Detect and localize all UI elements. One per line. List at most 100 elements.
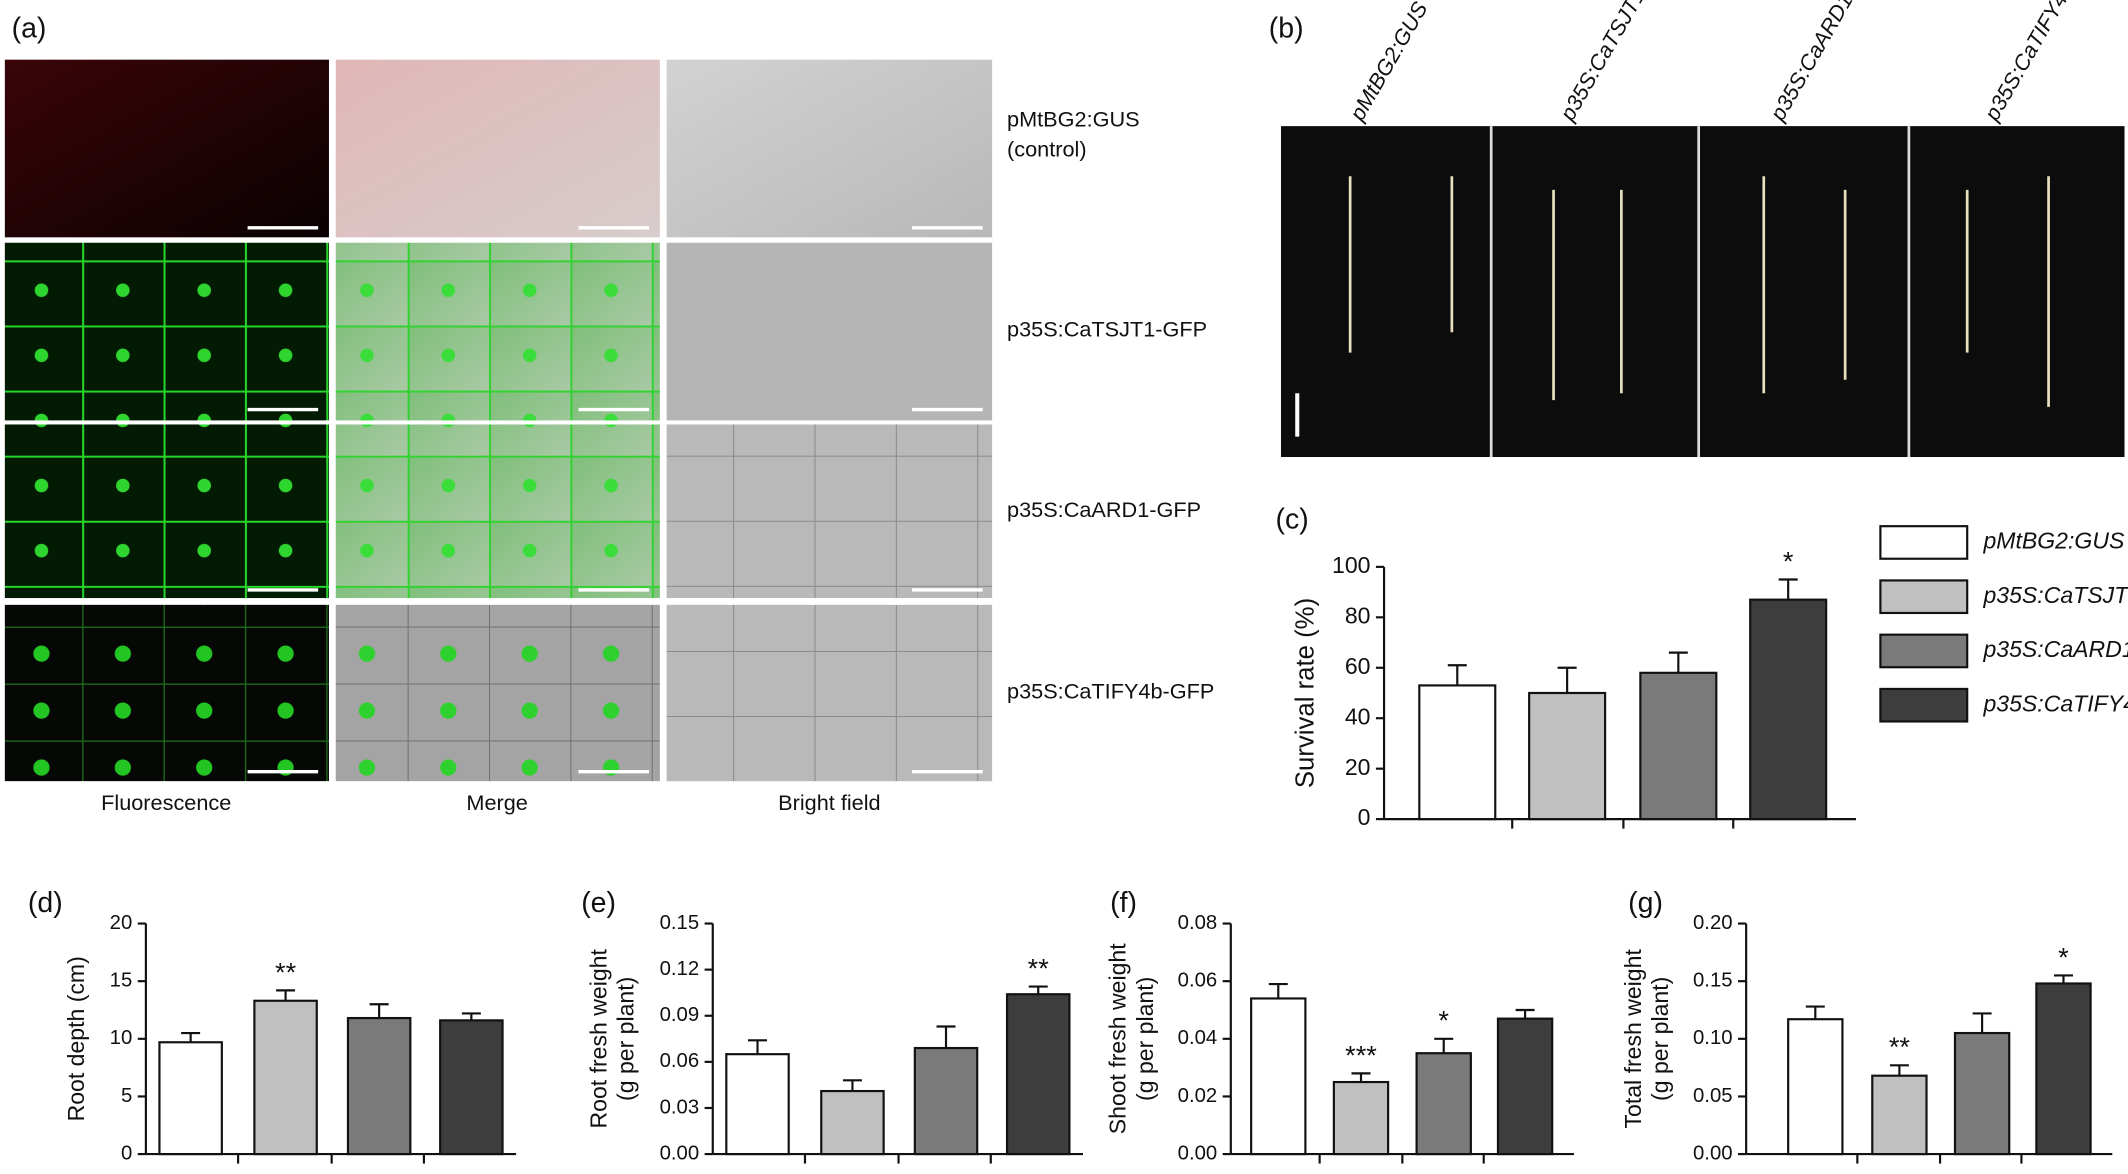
y-tick-label: 0.15 [660,912,700,934]
bar [1496,1017,1554,1156]
bar [1005,993,1071,1156]
y-axis-label: Total fresh weight [1620,949,1646,1129]
y-tick-label: 0.00 [1693,1142,1733,1164]
y-tick-label: 60 [1345,653,1371,679]
panel-label: (a) [12,12,47,44]
seedlings [1348,176,2050,407]
y-tick-label: 0 [121,1142,132,1164]
bar [1528,691,1607,821]
micrograph [666,59,993,238]
significance: ** [275,956,297,987]
y-tick-label: 0.20 [1693,912,1733,934]
row-label: p35S:CaTIFY4b-GFP [1007,679,1214,704]
column-label: Bright field [778,790,880,815]
y-tick-label: 0.02 [1178,1085,1218,1107]
column-label: Fluorescence [101,790,231,815]
panel-label: (b) [1269,12,1304,44]
panel-label: (e) [581,887,616,919]
column-label: Merge [466,790,527,815]
y-tick-label: 0.00 [660,1142,700,1164]
micrograph [666,424,993,599]
y-axis-label: (g per plant) [1647,977,1673,1101]
scale-bars [247,226,983,774]
y-tick-label: 0.03 [660,1096,700,1118]
panel-label: (c) [1276,503,1309,535]
bar [158,1041,223,1156]
y-tick-label: 15 [110,970,133,992]
y-tick-label: 0.08 [1178,912,1218,934]
bar [1639,671,1718,821]
line-label: pMtBG2:GUS [1344,0,1433,126]
y-tick-label: 0 [1358,804,1371,830]
bar [1418,684,1497,821]
legend-swatch [1879,687,1969,723]
micrograph [4,604,329,782]
micrograph [4,59,329,238]
line-label: p35S:CaTIFY4b [1979,0,2079,126]
y-axis-label: Shoot fresh weight [1105,943,1131,1134]
y-axis-label: (g per plant) [612,977,638,1101]
y-tick-label: 80 [1345,602,1371,628]
legend-label: pMtBG2:GUS [1982,528,2125,554]
micrograph [666,604,993,782]
bar [2035,982,2092,1156]
significance: *** [1345,1039,1377,1070]
y-tick-label: 0.00 [1178,1142,1218,1164]
micrograph [335,59,660,238]
y-tick-label: 0.06 [660,1050,700,1072]
y-tick-label: 0.12 [660,958,700,980]
y-axis-label: (g per plant) [1132,977,1158,1101]
micrograph [335,424,660,599]
bar [913,1046,979,1156]
panel-label: (f) [1110,887,1137,919]
row-label: p35S:CaARD1-GFP [1007,497,1201,522]
legend-swatch [1879,633,1969,669]
panel-label: (g) [1628,887,1663,919]
significance: ** [1889,1031,1911,1062]
bar [346,1016,412,1156]
y-tick-label: 0.04 [1178,1027,1218,1049]
significance: * [1438,1005,1449,1036]
y-tick-label: 0.06 [1178,970,1218,992]
legend-label: p35S:CaTIFY4b [1982,690,2128,716]
y-tick-label: 20 [110,912,133,934]
legend-swatch [1879,525,1969,560]
bar [1787,1018,1844,1156]
panel-b-photo [1280,126,2125,458]
y-tick-label: 0.05 [1693,1085,1733,1107]
y-tick-label: 0.09 [660,1004,700,1026]
y-tick-label: 40 [1345,703,1371,729]
bar [1871,1074,1928,1156]
bar [439,1019,504,1156]
row-label: (control) [1007,136,1087,161]
legend-swatch [1879,579,1969,615]
significance: ** [1028,952,1050,983]
bar [820,1089,885,1156]
bar [1250,997,1307,1156]
bar [1749,598,1828,821]
significance: * [1783,545,1794,576]
micrograph [335,242,660,421]
bar [1953,1031,2011,1156]
bar [253,999,318,1156]
micrograph [4,242,329,421]
row-label: p35S:CaTSJT1-GFP [1007,317,1207,342]
divider [1489,126,1911,458]
y-axis-label: Root depth (cm) [63,956,89,1121]
legend-label: p35S:CaTSJT1 [1982,582,2128,608]
y-tick-label: 0.10 [1693,1027,1733,1049]
y-axis-label: Survival rate (%) [1292,598,1320,788]
micrograph [666,242,993,421]
y-tick-label: 20 [1345,754,1371,780]
y-tick-label: 0.15 [1693,970,1733,992]
y-tick-label: 5 [121,1085,132,1107]
micrograph [335,604,660,782]
panel-a-images [4,59,993,782]
line-label: p35S:CaTSJT1 [1554,0,1650,126]
y-axis-label: Root fresh weight [585,949,611,1129]
bar [1332,1080,1390,1156]
significance: * [2058,941,2069,972]
y-tick-label: 100 [1332,552,1370,578]
